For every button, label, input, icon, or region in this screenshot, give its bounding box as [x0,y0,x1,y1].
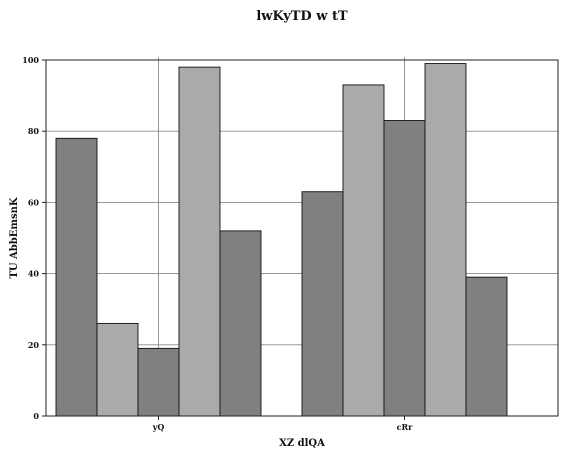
bar-s4-yQ [178,66,221,417]
bar-s2-cRr [342,84,385,417]
bar-s4-cRr [424,63,467,417]
bar-s2-yQ [96,322,139,417]
bar-s1-yQ [55,137,98,417]
bar-s5-cRr [465,276,508,417]
bar-s3-cRr [383,120,426,417]
x-tick-label: cRr [397,422,414,432]
bar-s5-yQ [219,230,262,417]
x-tick-label: yQ [152,422,165,432]
chart-title: lwKyTD w tT [256,9,348,24]
bar-s3-yQ [137,347,180,417]
ticks-layer: 0 20 40 60 80 100 yQ cRr [22,55,413,432]
y-tick-label: 100 [22,55,39,65]
y-tick-label: 20 [28,340,40,350]
y-tick-label: 40 [28,269,40,279]
x-axis-label: XZ dlQA [279,438,325,449]
y-tick-label: 0 [33,411,39,421]
bars-layer [55,63,508,417]
y-tick-label: 80 [28,126,40,136]
bar-s1-cRr [301,191,344,417]
plot-frame [45,59,559,417]
y-tick-label: 60 [28,197,40,207]
y-axis-label: TU AbbEmsnK [9,197,20,278]
